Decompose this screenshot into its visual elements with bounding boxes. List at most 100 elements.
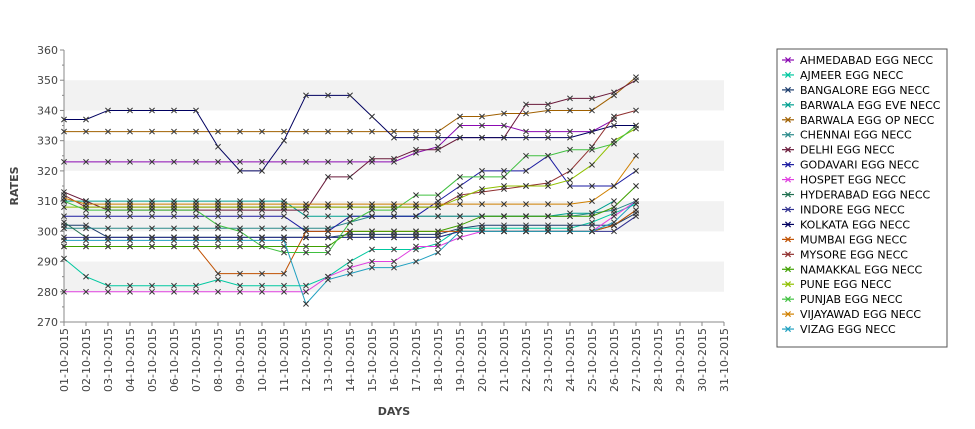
legend-item: HYDERABAD EGG NECC <box>782 189 931 202</box>
x-tick-label: 23-10-2015 <box>542 328 555 392</box>
data-point <box>523 128 529 135</box>
data-point <box>369 264 375 271</box>
data-point <box>435 234 441 241</box>
data-point <box>325 234 331 241</box>
data-point <box>193 128 199 135</box>
x-tick-label: 22-10-2015 <box>520 328 533 392</box>
x-tick-label: 11-10-2015 <box>278 328 291 392</box>
data-point <box>567 222 573 229</box>
legend-marker <box>784 281 792 288</box>
legend-label: HOSPET EGG NECC <box>800 174 906 187</box>
data-point <box>413 192 419 199</box>
legend-item: HOSPET EGG NECC <box>782 174 906 187</box>
data-point <box>237 270 243 277</box>
data-point <box>413 213 419 220</box>
data-point <box>281 282 287 289</box>
data-point <box>237 228 243 235</box>
data-point <box>215 276 221 283</box>
data-point <box>369 201 375 208</box>
legend-marker <box>784 56 792 64</box>
data-point <box>567 128 573 135</box>
legend-label: BANGALORE EGG NECC <box>800 84 930 97</box>
data-point <box>589 107 595 114</box>
data-point <box>369 234 375 241</box>
y-tick-label: 360 <box>37 44 58 57</box>
y-tick-label: 290 <box>37 256 58 269</box>
data-point <box>457 113 463 120</box>
data-point <box>589 161 595 168</box>
data-point <box>215 243 221 250</box>
data-point <box>325 92 331 99</box>
x-tick-label: 13-10-2015 <box>322 328 335 392</box>
data-point <box>325 228 331 235</box>
data-point <box>435 228 441 235</box>
x-tick-label: 07-10-2015 <box>190 328 203 392</box>
legend-marker <box>784 266 792 273</box>
legend-marker <box>784 101 792 108</box>
data-point <box>633 183 639 189</box>
legend-marker <box>784 206 792 213</box>
series-16 <box>61 122 639 256</box>
data-point <box>303 249 309 256</box>
data-point <box>281 249 287 256</box>
x-tick-label: 24-10-2015 <box>564 328 577 392</box>
data-point <box>325 201 331 208</box>
data-point <box>589 95 595 102</box>
data-point <box>303 288 309 295</box>
data-point <box>347 92 353 99</box>
data-point <box>171 128 177 135</box>
data-point <box>457 173 463 180</box>
legend-item: PUNE EGG NECC <box>782 278 892 291</box>
data-point <box>149 243 155 250</box>
data-point <box>369 258 375 265</box>
x-tick-label: 10-10-2015 <box>256 328 269 392</box>
data-point <box>105 225 111 232</box>
data-point <box>259 243 265 250</box>
data-point <box>347 201 353 208</box>
data-point <box>435 201 441 208</box>
data-point <box>303 201 309 208</box>
data-point <box>479 113 485 120</box>
data-point <box>149 225 155 232</box>
data-point <box>567 95 573 102</box>
data-point <box>633 167 639 174</box>
data-point <box>61 158 67 165</box>
data-point <box>215 213 221 220</box>
data-point <box>303 300 309 307</box>
data-point <box>105 107 111 114</box>
data-point <box>479 173 485 180</box>
data-point <box>457 234 463 241</box>
data-point <box>479 213 485 220</box>
data-point <box>611 228 617 235</box>
data-point <box>611 204 617 211</box>
data-point <box>611 113 617 120</box>
data-point <box>127 213 133 220</box>
data-point <box>149 158 155 165</box>
data-point <box>259 213 265 220</box>
legend-label: KOLKATA EGG NECC <box>800 218 910 231</box>
data-point <box>215 288 221 295</box>
data-point <box>457 222 463 229</box>
data-point <box>479 222 485 229</box>
data-point <box>83 207 89 214</box>
legend-label: PUNE EGG NECC <box>800 278 892 291</box>
legend-marker <box>784 161 792 168</box>
data-point <box>589 228 595 235</box>
data-point <box>523 201 529 208</box>
legend-label: VIJAYAWAD EGG NECC <box>800 308 921 321</box>
data-point <box>215 158 221 165</box>
data-point <box>589 198 595 205</box>
data-point <box>281 270 287 277</box>
data-point <box>523 183 529 189</box>
legend-box <box>776 48 948 348</box>
data-point <box>545 152 551 159</box>
data-point <box>105 282 111 289</box>
legend-label: PUNJAB EGG NECC <box>800 293 903 306</box>
data-point <box>281 128 287 135</box>
data-point <box>369 213 375 220</box>
data-point <box>501 222 507 229</box>
data-point <box>149 213 155 220</box>
x-tick-label: 31-10-2015 <box>718 328 731 392</box>
x-axis: 01-10-2015 02-10-2015 03-10-2015 04-10-2015… <box>58 321 731 392</box>
data-point <box>347 213 353 220</box>
